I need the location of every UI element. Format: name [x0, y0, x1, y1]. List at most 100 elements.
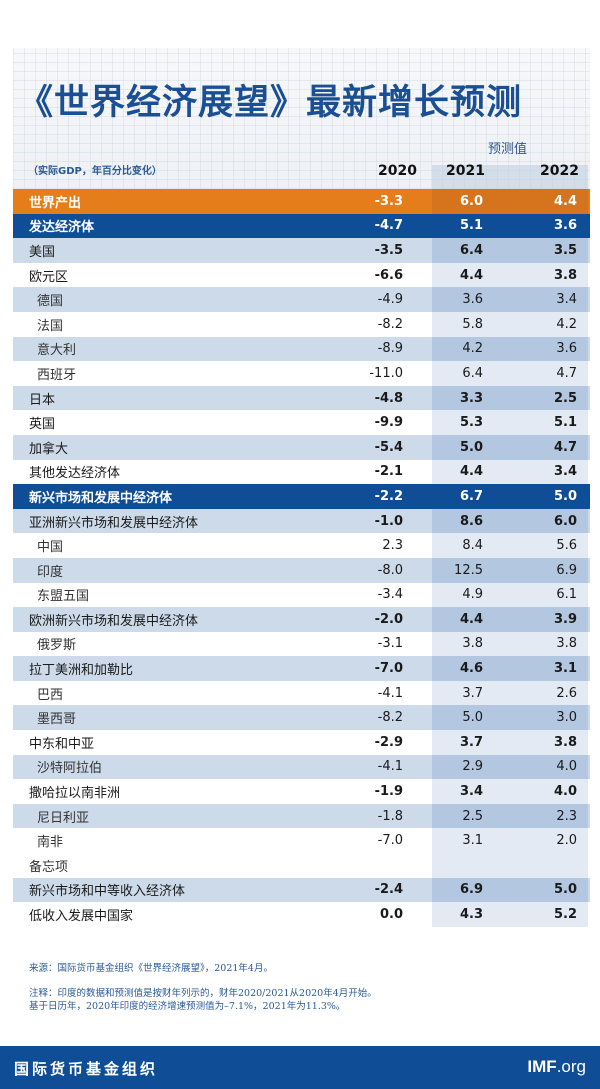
- logo-bold: IMF: [527, 1057, 557, 1076]
- forecast-cell-shade: [432, 361, 588, 386]
- table-row: 墨西哥 -8.2 5.0 3.0: [13, 705, 590, 731]
- row-label: 欧元区: [29, 269, 69, 285]
- value-2021: 3.7: [459, 734, 483, 750]
- value-2020: -6.6: [374, 267, 403, 283]
- table-row: 新兴市场和中等收入经济体 -2.4 6.9 5.0: [13, 877, 590, 903]
- row-label: 世界产出: [29, 195, 82, 211]
- value-2021: 4.6: [459, 661, 483, 677]
- value-2021: 5.1: [459, 218, 483, 234]
- value-2022: 2.6: [556, 685, 577, 701]
- value-2020: -4.1: [377, 685, 403, 701]
- forecast-cell-shade: [432, 877, 588, 903]
- value-2021: 2.5: [462, 808, 483, 824]
- value-2021: 6.9: [459, 882, 483, 898]
- forecast-cell-shade: [432, 238, 588, 263]
- value-2020: -2.0: [374, 611, 403, 627]
- value-2022: 4.2: [556, 316, 577, 332]
- imf-org-link[interactable]: IMF.org: [527, 1057, 586, 1077]
- value-2021: 6.4: [459, 242, 483, 258]
- value-2021: 4.3: [459, 907, 483, 923]
- forecast-cell-shade: [432, 459, 588, 485]
- value-2021: 4.4: [459, 267, 483, 283]
- value-2021: 3.4: [459, 784, 483, 800]
- table-row: 中国 2.3 8.4 5.6: [13, 533, 590, 558]
- value-2021: 3.6: [462, 292, 483, 308]
- value-2021: 3.7: [462, 685, 483, 701]
- row-label: 东盟五国: [37, 589, 90, 605]
- value-2022: 3.5: [553, 242, 577, 258]
- forecast-cell-shade: [432, 754, 588, 780]
- value-2020: 0.0: [379, 907, 403, 923]
- row-label: 英国: [29, 417, 56, 433]
- row-label: 巴西: [37, 687, 64, 703]
- table-row: 英国 -9.9 5.3 5.1: [13, 410, 590, 435]
- india-note-line-1: 注释：印度的数据和预测值是按财年列示的，财年2020/2021从2020年4月开…: [29, 988, 377, 999]
- forecast-cell-shade: [432, 779, 588, 804]
- forecast-cell-shade: [432, 902, 588, 927]
- value-2022: 3.4: [553, 464, 577, 480]
- table-row: 世界产出 -3.3 6.0 4.4: [13, 189, 590, 214]
- forecast-cell-shade: [432, 582, 588, 608]
- value-2020: -2.1: [374, 464, 403, 480]
- forecast-cell-shade: [432, 656, 588, 681]
- forecast-cell-shade: [432, 853, 588, 878]
- value-2021: 5.8: [462, 316, 483, 332]
- logo-rest: .org: [556, 1057, 586, 1076]
- value-2022: 3.6: [556, 341, 577, 357]
- value-2022: 4.4: [553, 193, 577, 209]
- forecast-label: 预测值: [488, 142, 528, 157]
- forecast-cell-shade: [432, 803, 588, 829]
- value-2021: 6.0: [459, 193, 483, 209]
- value-2020: -1.9: [374, 784, 403, 800]
- forecast-cell-shade: [432, 631, 588, 657]
- value-2020: -3.3: [374, 193, 403, 209]
- forecast-cell-shade: [432, 533, 588, 558]
- row-label: 南非: [37, 835, 64, 851]
- row-label: 中东和中亚: [29, 736, 95, 752]
- value-2022: 3.0: [556, 710, 577, 726]
- value-2022: 3.8: [553, 734, 577, 750]
- row-label: 新兴市场和发展中经济体: [29, 490, 173, 506]
- row-label: 尼日利亚: [37, 810, 90, 826]
- value-2021: 5.3: [459, 415, 483, 431]
- forecast-cell-shade: [432, 828, 588, 854]
- row-label: 法国: [37, 318, 64, 334]
- value-2022: 6.0: [553, 513, 577, 529]
- value-2020: -9.9: [374, 415, 403, 431]
- forecast-cell-shade: [432, 336, 588, 362]
- column-header-2022: 2022: [540, 163, 579, 179]
- value-2020: -3.1: [377, 636, 403, 652]
- value-2022: 6.1: [556, 587, 577, 603]
- value-2020: -11.0: [369, 365, 403, 381]
- value-2021: 5.0: [459, 439, 483, 455]
- value-2022: 2.5: [553, 390, 577, 406]
- value-2022: 5.6: [556, 538, 577, 554]
- growth-projections-table: 世界产出 -3.3 6.0 4.4 发达经济体 -4.7 5.1 3.6 美国 -3.5 6.4 3.…: [13, 189, 590, 927]
- forecast-cell-shade: [432, 607, 588, 632]
- table-row: 发达经济体 -4.7 5.1 3.6: [13, 213, 590, 239]
- forecast-cell-shade: [432, 311, 588, 337]
- row-label: 西班牙: [37, 367, 77, 383]
- table-row: 法国 -8.2 5.8 4.2: [13, 311, 590, 337]
- units-subtitle: （实际GDP，年百分比变化）: [28, 166, 162, 177]
- row-label: 撒哈拉以南非洲: [29, 786, 121, 802]
- table-row: 其他发达经济体 -2.1 4.4 3.4: [13, 459, 590, 485]
- row-label: 日本: [29, 392, 56, 408]
- value-2020: -1.0: [374, 513, 403, 529]
- table-row: 备忘项: [13, 853, 590, 878]
- forecast-cell-shade: [432, 508, 588, 534]
- table-row: 巴西 -4.1 3.7 2.6: [13, 680, 590, 706]
- footer-bar: 国际货币基金组织 IMF.org: [0, 1046, 600, 1089]
- table-row: 西班牙 -11.0 6.4 4.7: [13, 361, 590, 386]
- table-row: 亚洲新兴市场和发展中经济体 -1.0 8.6 6.0: [13, 508, 590, 534]
- source-note: 来源：国际货币基金组织《世界经济展望》，2021年4月。: [29, 963, 273, 974]
- forecast-cell-shade: [432, 287, 588, 312]
- row-label: 墨西哥: [37, 712, 77, 728]
- forecast-cell-shade: [432, 189, 588, 214]
- row-label: 备忘项: [29, 859, 69, 875]
- value-2022: 5.0: [553, 882, 577, 898]
- value-2020: -8.0: [377, 562, 403, 578]
- column-header-2020: 2020: [378, 163, 417, 179]
- value-2022: 3.1: [553, 661, 577, 677]
- forecast-cell-shade: [432, 680, 588, 706]
